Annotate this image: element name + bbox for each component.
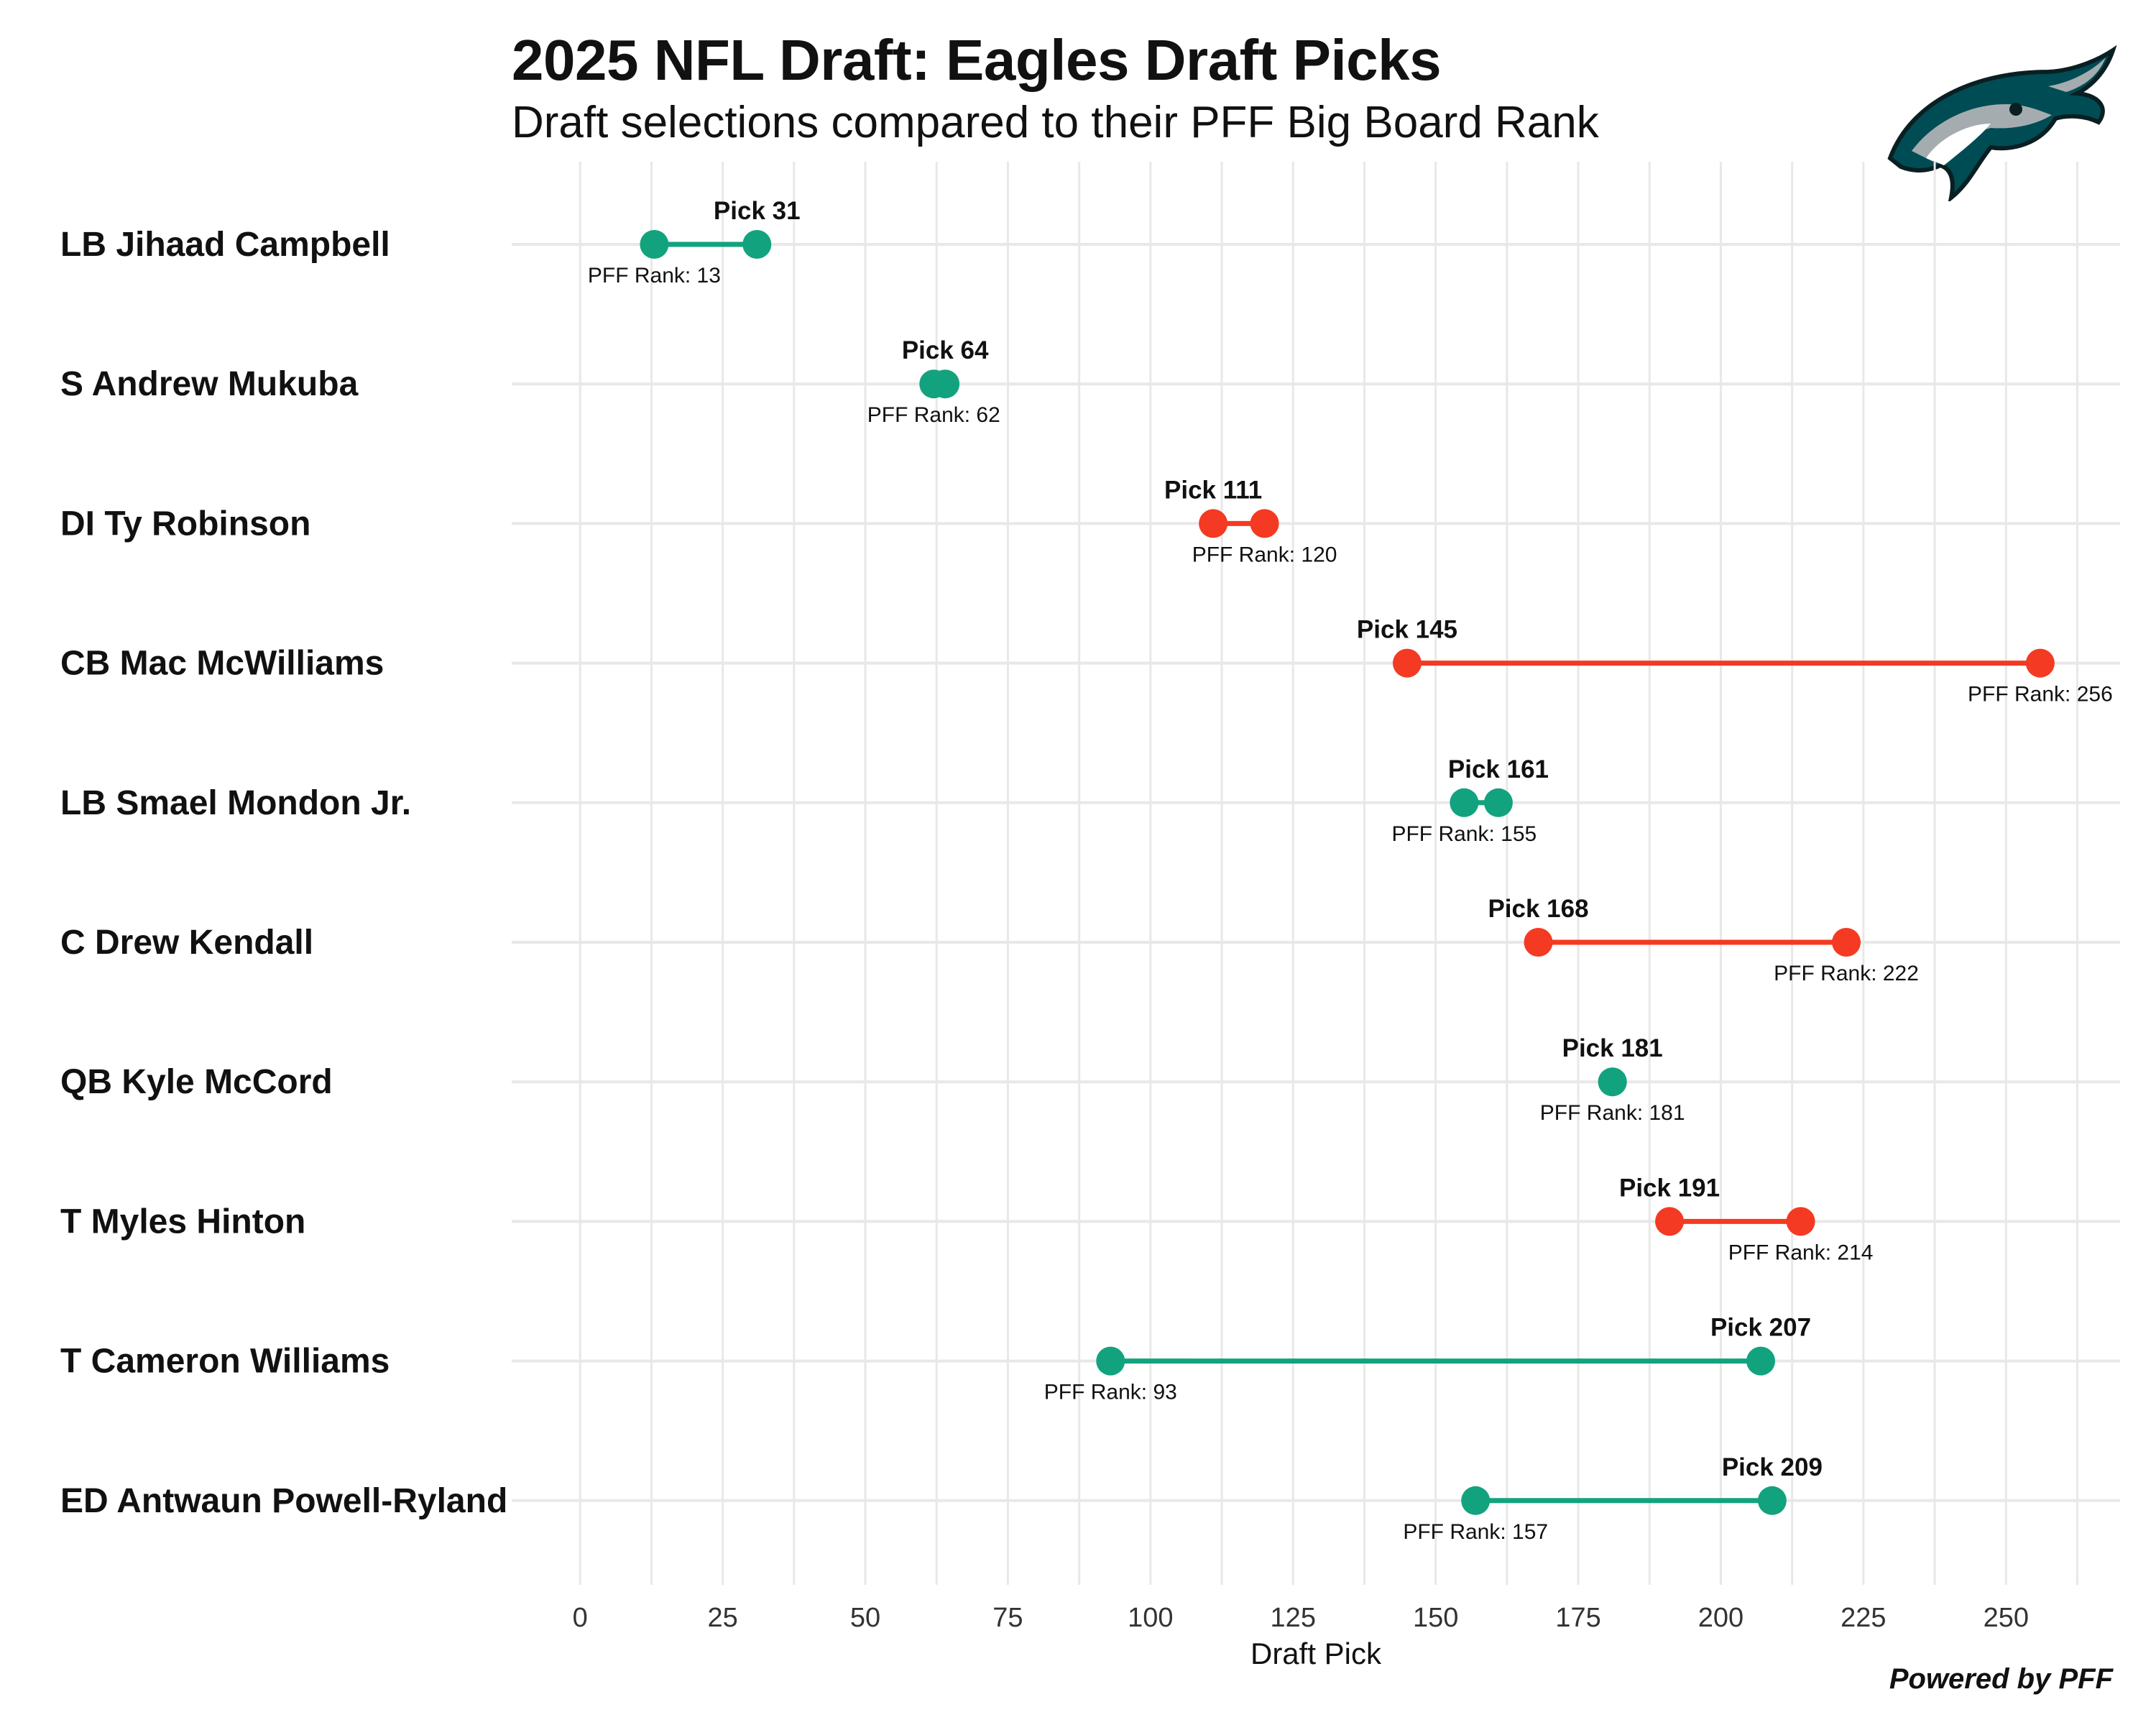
pff-rank-label: PFF Rank: 181 [1540, 1101, 1685, 1125]
x-tick-label: 0 [573, 1603, 588, 1633]
player-label: S Andrew Mukuba [60, 365, 359, 403]
player-label: ED Antwaun Powell-Ryland [60, 1482, 507, 1520]
x-tick-label: 225 [1841, 1603, 1886, 1633]
dumbbell-marks: Pick 31 PFF Rank: 13 Pick 64 PFF Rank: 62 Pi… [588, 197, 2113, 1544]
pick-point [1598, 1067, 1627, 1097]
player-label: CB Mac McWilliams [60, 645, 384, 683]
player-label: LB Jihaad Campbell [60, 226, 390, 264]
pick-point [1199, 509, 1228, 538]
pick-point [742, 230, 772, 259]
x-tick-label: 125 [1271, 1603, 1316, 1633]
player-labels: LB Jihaad Campbell S Andrew Mukuba DI Ty R… [60, 226, 507, 1520]
pff-rank-label: PFF Rank: 93 [1044, 1381, 1177, 1404]
pick-label: Pick 181 [1562, 1034, 1663, 1062]
chart-subtitle: Draft selections compared to their PFF B… [512, 98, 1599, 147]
player-label: QB Kyle McCord [60, 1063, 333, 1101]
pick-point [1655, 1207, 1685, 1236]
pick-label: Pick 191 [1619, 1174, 1720, 1202]
pick-point [1392, 648, 1422, 678]
pff-rank-label: PFF Rank: 256 [1968, 683, 2113, 707]
player-label: T Cameron Williams [60, 1343, 390, 1381]
pff-rank-label: PFF Rank: 120 [1192, 543, 1337, 566]
x-tick-label: 100 [1128, 1603, 1173, 1633]
pff-rank-label: PFF Rank: 155 [1391, 822, 1537, 846]
pick-label: Pick 168 [1488, 895, 1588, 923]
x-axis-title: Draft Pick [1250, 1637, 1382, 1670]
pff-rank-label: PFF Rank: 222 [1774, 962, 1919, 985]
chart-title: 2025 NFL Draft: Eagles Draft Picks [512, 28, 1442, 92]
pick-label: Pick 64 [902, 336, 989, 364]
x-tick-label: 150 [1413, 1603, 1458, 1633]
x-axis: 0 25 50 75 100 125 150 175 200 225 250 Draft Pick [573, 1603, 2029, 1670]
pick-label: Pick 161 [1448, 755, 1549, 783]
pick-point [1746, 1346, 1776, 1376]
pff-rank-point [1096, 1346, 1125, 1376]
pick-label: Pick 145 [1357, 616, 1457, 644]
x-tick-label: 250 [1984, 1603, 2029, 1633]
pff-rank-label: PFF Rank: 62 [867, 403, 1000, 427]
pick-label: Pick 111 [1164, 476, 1262, 504]
player-label: LB Smael Mondon Jr. [60, 784, 411, 822]
eagle-head-logo-icon [1887, 45, 2117, 201]
player-label: DI Ty Robinson [60, 505, 310, 543]
x-tick-label: 25 [707, 1603, 737, 1633]
pff-rank-point [2025, 648, 2055, 678]
pick-label: Pick 31 [714, 197, 801, 225]
pff-rank-point [640, 230, 669, 259]
grid-lines [512, 162, 2120, 1585]
pick-label: Pick 209 [1722, 1453, 1823, 1481]
player-label: T Myles Hinton [60, 1202, 305, 1241]
pick-point [1483, 788, 1513, 817]
pff-rank-label: PFF Rank: 13 [588, 264, 721, 288]
pff-rank-point [1250, 509, 1279, 538]
x-tick-label: 75 [992, 1603, 1023, 1633]
pick-label: Pick 207 [1710, 1314, 1811, 1342]
x-tick-label: 50 [850, 1603, 880, 1633]
pick-point [931, 369, 960, 399]
pick-point [1524, 928, 1553, 957]
pff-rank-point [1450, 788, 1479, 817]
footer-credit: Powered by PFF [1889, 1663, 2113, 1695]
pff-rank-label: PFF Rank: 157 [1403, 1520, 1548, 1544]
x-tick-label: 175 [1555, 1603, 1600, 1633]
x-tick-label: 200 [1698, 1603, 1743, 1633]
pff-rank-point [1786, 1207, 1815, 1236]
player-label: C Drew Kendall [60, 924, 313, 962]
pff-rank-label: PFF Rank: 214 [1728, 1241, 1874, 1264]
pff-rank-point [1461, 1486, 1491, 1515]
pick-point [1757, 1486, 1787, 1515]
pff-rank-point [1832, 928, 1861, 957]
